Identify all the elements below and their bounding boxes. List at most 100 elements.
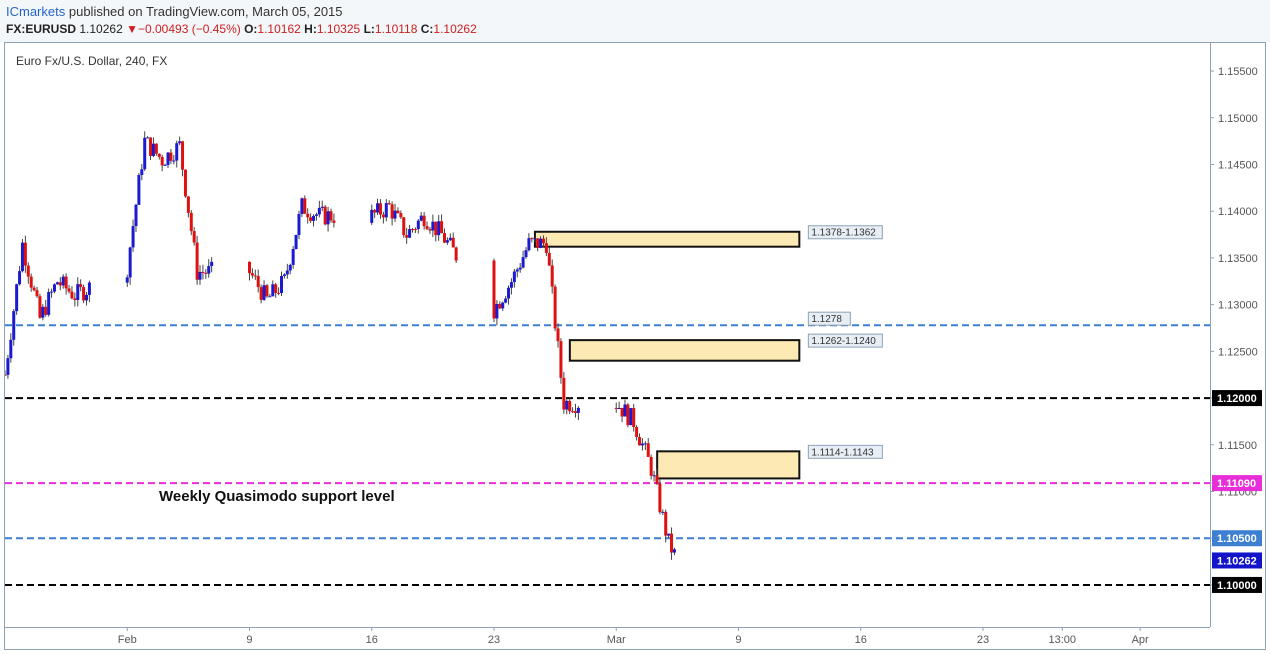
candle-body xyxy=(626,404,630,426)
supply-demand-zone xyxy=(568,339,801,362)
candle-body xyxy=(73,298,77,301)
candle-body xyxy=(178,141,182,144)
support-annotation: Weekly Quasimodo support level xyxy=(159,488,395,505)
price-change: −0.00493 (−0.45%) xyxy=(137,22,241,36)
candle-body xyxy=(274,284,278,293)
down-arrow-icon: ▼ xyxy=(126,22,138,36)
candle-body xyxy=(280,276,284,293)
y-tick-label: 1.15000 xyxy=(1218,113,1258,125)
candle-body xyxy=(576,407,580,413)
zone-label-box xyxy=(807,444,883,459)
candle-body xyxy=(149,137,153,156)
candle-body xyxy=(419,215,423,221)
candle-body xyxy=(282,274,286,277)
candle-body xyxy=(655,475,659,484)
price-chart[interactable]: 1.15500 1.15000 1.14500 1.14000 1.13500 1.130… xyxy=(5,43,1265,649)
candle-body xyxy=(509,282,513,288)
candle-body xyxy=(376,203,380,213)
candle-body xyxy=(387,203,391,205)
low-label: L: xyxy=(363,22,375,36)
candle-body xyxy=(87,282,91,295)
open-value: 1.10162 xyxy=(257,22,301,36)
candle-body xyxy=(445,240,449,243)
candle-body xyxy=(47,292,51,315)
candle-body xyxy=(163,164,167,166)
candle-body xyxy=(195,242,199,280)
candle-body xyxy=(247,261,251,274)
candle-body xyxy=(635,427,639,438)
publisher-line: ICmarkets published on TradingView.com, … xyxy=(6,4,343,19)
candle-body xyxy=(670,533,674,553)
candle-body xyxy=(20,242,24,272)
x-tick-label: Mar xyxy=(607,634,626,646)
level-label-text: 1.1278 xyxy=(811,314,842,325)
candle-body xyxy=(431,221,435,231)
candle-body xyxy=(416,220,420,230)
candle-body xyxy=(527,238,531,251)
candle-body xyxy=(437,221,441,236)
x-tick-label: 23 xyxy=(488,634,500,646)
x-tick-label: 9 xyxy=(246,634,252,646)
price-axis-tag-text: 1.10500 xyxy=(1217,533,1257,545)
published-text: published on TradingView.com, March 05, … xyxy=(68,4,343,19)
candle-body xyxy=(192,231,196,243)
zone-label: 1.1262-1.1240 xyxy=(807,333,883,348)
candle-body xyxy=(573,411,577,413)
candle-body xyxy=(672,549,676,553)
price-axis-tag xyxy=(1212,390,1262,407)
candle-body xyxy=(303,198,307,214)
candle-body xyxy=(667,533,671,536)
candle-body xyxy=(530,238,534,240)
zone-label-text: 1.1114-1.1143 xyxy=(811,447,874,458)
candle-body xyxy=(128,247,132,278)
x-tick-label: 23 xyxy=(977,634,989,646)
supply-demand-zone xyxy=(656,450,801,480)
candle-body xyxy=(204,272,208,274)
candle-body xyxy=(501,302,505,309)
candle-body xyxy=(169,152,173,161)
candle-body xyxy=(661,511,665,513)
y-tick-label: 1.13500 xyxy=(1218,253,1258,265)
y-tick-label: 1.15500 xyxy=(1218,66,1258,78)
y-tick-label: 1.13000 xyxy=(1218,300,1258,312)
candle-body xyxy=(82,287,86,301)
price-axis-tag xyxy=(1212,530,1262,547)
candle-body xyxy=(288,264,292,271)
candle-body xyxy=(151,143,155,156)
candle-body xyxy=(620,407,624,417)
y-tick-label: 1.12500 xyxy=(1218,346,1258,358)
candle-body xyxy=(70,291,74,299)
candle-body xyxy=(9,339,13,359)
candle-body xyxy=(524,250,528,258)
candle-body xyxy=(632,408,636,428)
candle-body xyxy=(443,233,447,243)
level-label-box xyxy=(807,311,851,326)
chart-header: ICmarkets published on TradingView.com, … xyxy=(0,0,1270,42)
candle-body xyxy=(210,261,214,267)
candle-body xyxy=(140,169,144,176)
publisher-link[interactable]: ICmarkets xyxy=(6,4,66,19)
candle-body xyxy=(629,408,633,426)
candle-body xyxy=(294,234,298,250)
candle-body xyxy=(26,265,30,277)
candle-body xyxy=(393,210,397,219)
candle-body xyxy=(262,285,266,300)
candle-body xyxy=(547,252,551,266)
candle-body xyxy=(378,203,382,215)
price-axis-tag-text: 1.11090 xyxy=(1217,478,1256,490)
candle-body xyxy=(35,290,39,297)
candle-body xyxy=(559,341,563,378)
candle-body xyxy=(186,196,190,213)
candle-body xyxy=(617,407,621,409)
candle-body xyxy=(6,358,10,375)
candle-body xyxy=(373,209,377,213)
candle-body xyxy=(15,284,19,312)
candle-body xyxy=(454,247,458,261)
candle-body xyxy=(58,282,62,286)
candle-body xyxy=(492,260,496,319)
candle-body xyxy=(306,213,310,218)
candle-body xyxy=(181,141,185,170)
candle-body xyxy=(565,400,569,410)
zone-label-text: 1.1262-1.1240 xyxy=(811,336,876,347)
candle-body xyxy=(402,217,406,236)
